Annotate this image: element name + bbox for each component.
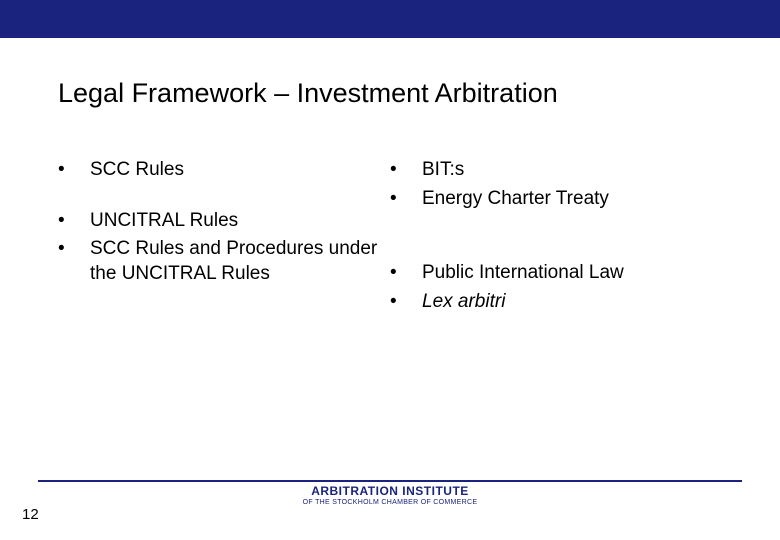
bullet-text: SCC Rules and Procedures under the UNCIT… (90, 237, 390, 286)
top-bar (0, 0, 780, 38)
bullet-text: Public International Law (422, 261, 722, 286)
bullet-icon: • (58, 158, 90, 183)
slide-title: Legal Framework – Investment Arbitration (58, 78, 558, 109)
bullet-icon: • (390, 158, 422, 183)
logo-sub-text: OF THE STOCKHOLM CHAMBER OF COMMERCE (0, 499, 780, 506)
bullet-item: •SCC Rules and Procedures under the UNCI… (58, 237, 390, 286)
bullet-icon: • (390, 261, 422, 286)
bullet-icon: • (390, 187, 422, 212)
bullet-text: BIT:s (422, 158, 722, 183)
page-number: 12 (22, 506, 39, 523)
left-column: •SCC Rules•UNCITRAL Rules•SCC Rules and … (58, 158, 390, 341)
bullet-item: •UNCITRAL Rules (58, 209, 390, 234)
bullet-text: SCC Rules (90, 158, 390, 183)
footer-divider (38, 480, 742, 482)
bullet-icon: • (58, 237, 90, 262)
bullet-text: UNCITRAL Rules (90, 209, 390, 234)
content-area: •SCC Rules•UNCITRAL Rules•SCC Rules and … (58, 158, 722, 341)
bullet-icon: • (390, 290, 422, 315)
footer-logo: ARBITRATION INSTITUTE OF THE STOCKHOLM C… (0, 484, 780, 506)
bullet-text: Energy Charter Treaty (422, 187, 722, 212)
bullet-icon: • (58, 209, 90, 234)
bullet-item: •Public International Law (390, 261, 722, 286)
spacer (390, 237, 722, 261)
bullet-item: •BIT:s (390, 158, 722, 183)
right-column: •BIT:s•Energy Charter Treaty•Public Inte… (390, 158, 722, 341)
bullet-item: •SCC Rules (58, 158, 390, 183)
bullet-text: Lex arbitri (422, 290, 722, 315)
slide: Legal Framework – Investment Arbitration… (0, 0, 780, 540)
logo-main-text: ARBITRATION INSTITUTE (0, 484, 780, 498)
bullet-item: •Lex arbitri (390, 290, 722, 315)
bullet-item: •Energy Charter Treaty (390, 187, 722, 212)
